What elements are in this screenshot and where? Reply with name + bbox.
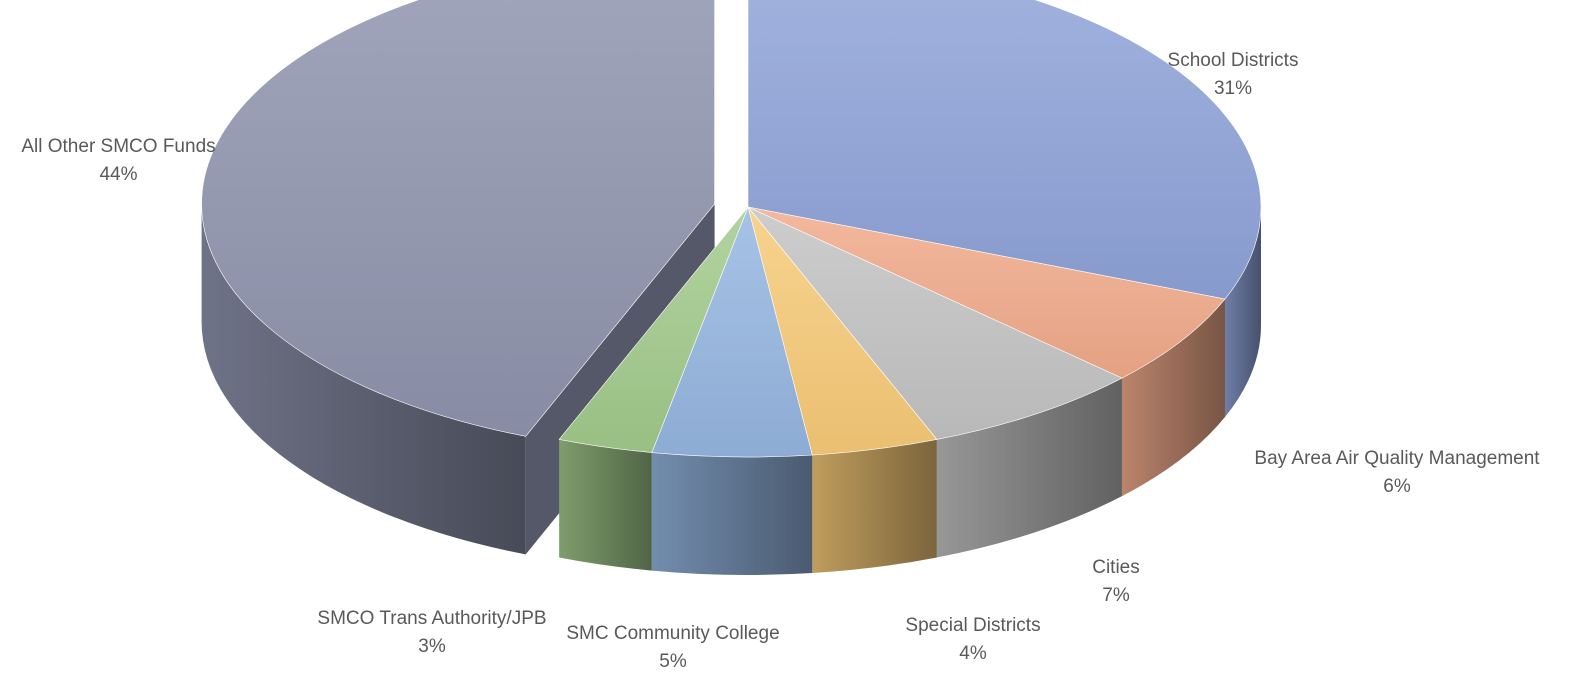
pie-slice-school-districts — [747, 0, 1262, 300]
pie-slice-side-bay-area-air-quality-management — [1121, 299, 1225, 497]
slice-label-special-districts: Special Districts 4% — [878, 612, 1068, 668]
slice-name: SMCO Trans Authority/JPB — [317, 608, 547, 629]
pie-slice-all-other-smco-funds — [201, 0, 715, 437]
slice-percent: 31% — [1213, 78, 1253, 99]
slice-percent: 5% — [659, 651, 687, 672]
slice-percent: 44% — [99, 164, 138, 185]
slice-label-school-districts: School Districts 31% — [1138, 47, 1328, 103]
slice-label-all-other-smco-funds: All Other SMCO Funds 44% — [6, 133, 231, 189]
slice-label-smco-trans-authority: SMCO Trans Authority/JPB 3% — [292, 605, 572, 661]
slice-name: SMC Community College — [566, 623, 780, 644]
pie-slice-side-school-districts — [1224, 207, 1261, 418]
slice-label-cities: Cities 7% — [1066, 554, 1166, 610]
pie-slice-side-cities — [936, 378, 1122, 558]
pie-slice-side-special-districts — [812, 439, 937, 574]
pie-slice-smco-trans-authority-jpb — [558, 206, 749, 453]
pie-slice-side-smc-community-college — [651, 452, 813, 576]
pie-slice-side-all-other-smco-funds — [201, 203, 526, 555]
slice-name: Special Districts — [905, 615, 1041, 636]
slice-percent: 4% — [959, 643, 987, 664]
slice-percent: 3% — [418, 636, 446, 657]
pie-slice-cities — [747, 206, 1123, 440]
slice-name: Bay Area Air Quality Management — [1254, 448, 1540, 469]
pie-side-walls — [201, 203, 1261, 576]
slice-name: All Other SMCO Funds — [21, 136, 216, 157]
slice-label-smc-community-college: SMC Community College 5% — [543, 620, 803, 676]
slice-percent: 6% — [1383, 476, 1411, 497]
pie-slice-smc-community-college — [651, 206, 813, 458]
slice-percent: 7% — [1102, 585, 1130, 606]
slice-name: Cities — [1092, 557, 1140, 578]
pie-top-faces — [201, 0, 1262, 458]
pie-slice-side-smco-trans-authority-jpb — [559, 439, 652, 571]
slice-label-bay-area-air-quality: Bay Area Air Quality Management 6% — [1232, 445, 1562, 501]
pie-slice-bay-area-air-quality-management — [747, 206, 1226, 379]
slice-name: School Districts — [1167, 50, 1299, 71]
